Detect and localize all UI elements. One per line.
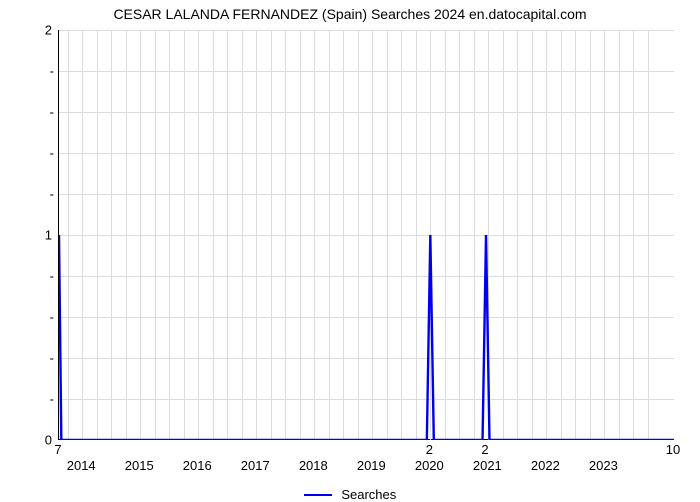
y-minor-tick: -: [50, 187, 54, 202]
y-minor-tick: -: [50, 392, 54, 407]
outlier-label: 7: [54, 442, 61, 457]
x-tick-label: 2017: [241, 458, 270, 473]
outlier-label: 2: [426, 442, 433, 457]
y-minor-tick: -: [50, 269, 54, 284]
y-minor-tick: -: [50, 146, 54, 161]
outlier-label: 2: [481, 442, 488, 457]
chart-title: CESAR LALANDA FERNANDEZ (Spain) Searches…: [0, 6, 700, 22]
plot-area: [58, 30, 673, 440]
x-tick-label: 2023: [589, 458, 618, 473]
x-tick-label: 2020: [415, 458, 444, 473]
x-tick-label: 2016: [183, 458, 212, 473]
x-tick-label: 2021: [473, 458, 502, 473]
x-tick-label: 2022: [531, 458, 560, 473]
x-tick-label: 2019: [357, 458, 386, 473]
y-tick-label: 2: [45, 23, 52, 38]
y-tick-label: 1: [45, 228, 52, 243]
y-minor-tick: -: [50, 105, 54, 120]
series-line: [59, 30, 674, 440]
x-tick-label: 2015: [125, 458, 154, 473]
y-minor-tick: -: [50, 310, 54, 325]
y-tick-label: 0: [45, 433, 52, 448]
outlier-label: 10: [666, 442, 680, 457]
x-tick-label: 2018: [299, 458, 328, 473]
y-minor-tick: -: [50, 64, 54, 79]
legend-swatch: [304, 494, 332, 496]
x-tick-label: 2014: [67, 458, 96, 473]
chart-root: { "chart": { "type": "line", "title": "C…: [0, 0, 700, 500]
y-minor-tick: -: [50, 351, 54, 366]
